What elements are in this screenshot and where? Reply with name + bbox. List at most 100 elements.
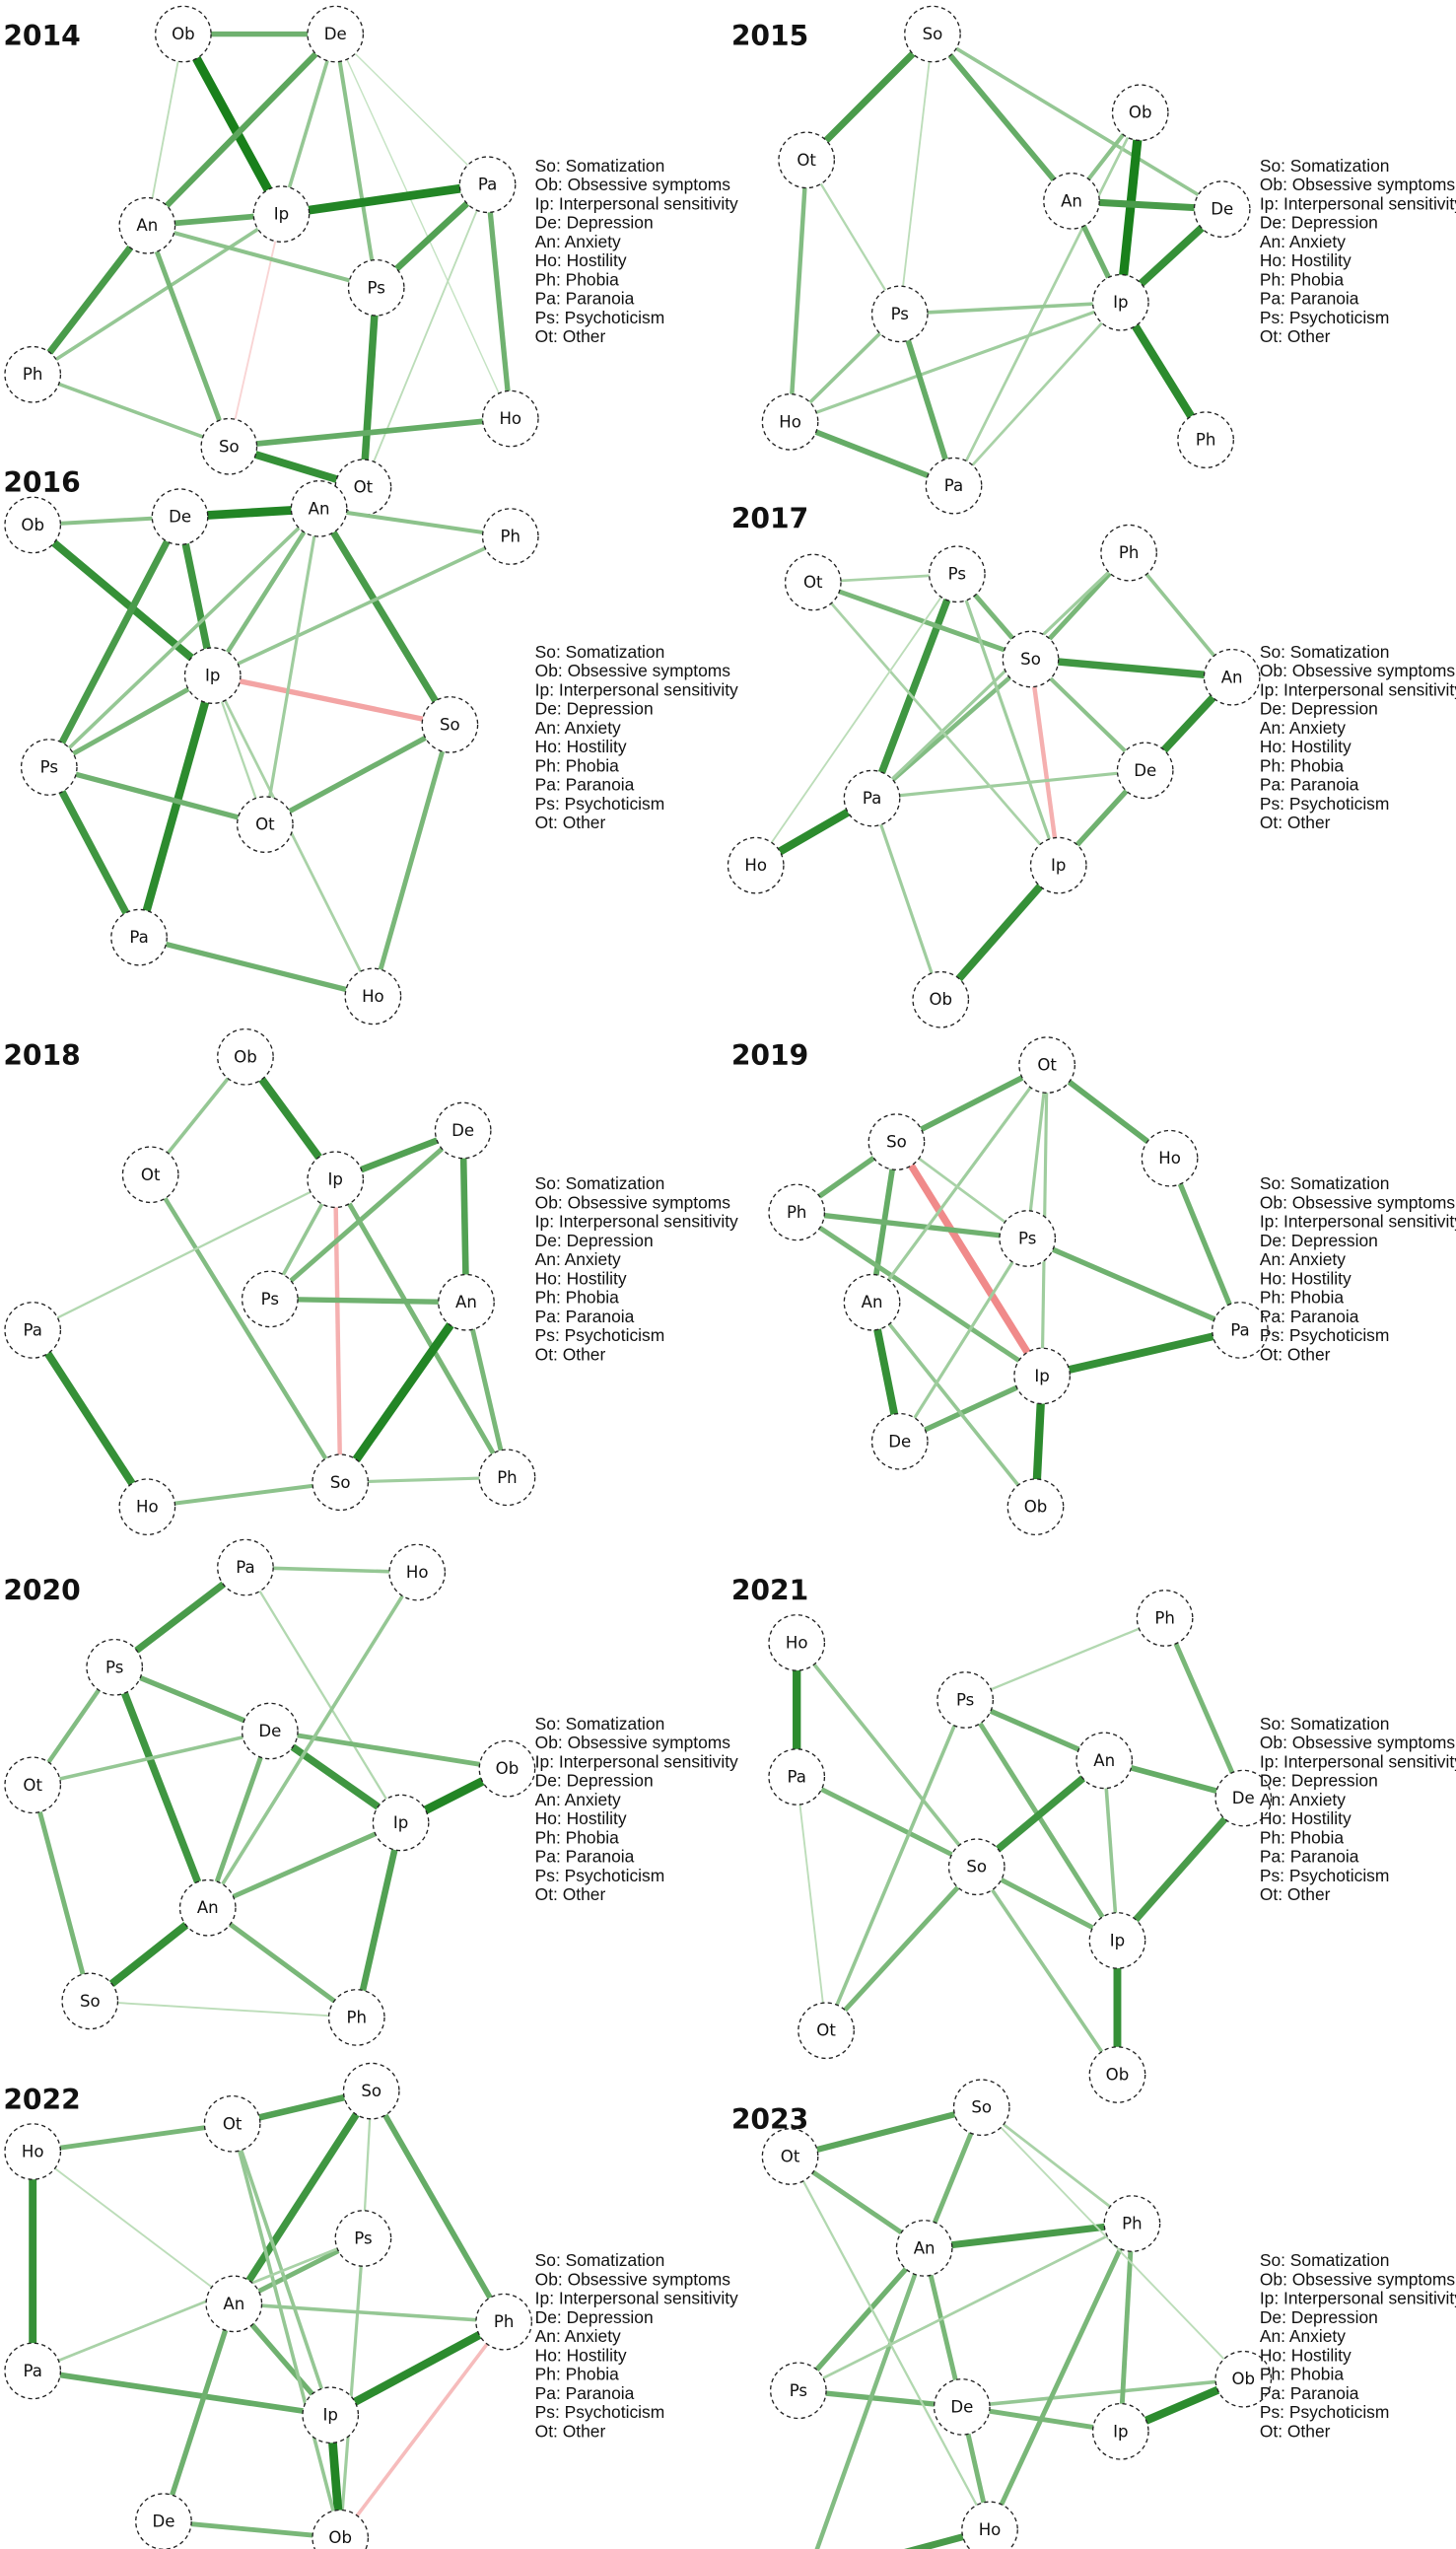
node-circle [952, 2079, 1010, 2137]
edge-ip-ob [937, 863, 1062, 1003]
legend-item: De: Depression [535, 2307, 654, 2327]
legend-item: De: Depression [1260, 1231, 1378, 1250]
node-label: Ho [786, 1633, 808, 1652]
node-circle [236, 796, 294, 853]
legend-item: Ot: Other [1260, 1884, 1331, 1904]
edge-ps-ot [824, 1699, 967, 2031]
node-label: Ps [956, 1690, 974, 1709]
legend-item: An: Anxiety [1260, 2326, 1346, 2346]
node-label: An [197, 1898, 219, 1917]
edge-ph-ip [328, 2317, 507, 2419]
edge-pa-de [871, 768, 1145, 801]
node-ob: Ob [1111, 84, 1169, 142]
edges [30, 31, 514, 492]
node-ph: Ph [1136, 1590, 1194, 1647]
legend-item: De: Depression [535, 213, 654, 233]
edge-ot-de [32, 1729, 271, 1788]
edges [30, 504, 512, 999]
node-de: De [870, 1412, 929, 1470]
legend-item: Ip: Interpersonal sensitivity [535, 2289, 738, 2308]
node-ot: Ot [334, 459, 392, 517]
node-circle [4, 2123, 62, 2180]
legend-item: So: Somatization [535, 1714, 665, 1734]
node-de: De [151, 488, 209, 546]
node-ph: Ph [1100, 524, 1157, 582]
legend-item: Ot: Other [1260, 326, 1331, 346]
node-label: Ph [1154, 1609, 1175, 1628]
node-de: De [307, 5, 365, 63]
node-circle [347, 258, 405, 317]
legend-item: Ph: Phobia [1260, 755, 1344, 775]
edge-ph-ob [338, 2320, 506, 2539]
legend-item: An: Anxiety [1260, 1790, 1346, 1809]
legend-item: Ot: Other [1260, 2421, 1331, 2441]
edge-so-ph [369, 2089, 507, 2324]
node-circle [4, 1302, 62, 1359]
network-panel-2019: 2019 Ot So Ph Ho Ps An Pa Ip De Ob So: Somatization… [731, 1036, 1456, 1536]
node-circle [904, 5, 961, 63]
node-circle [434, 1101, 492, 1160]
node-so: So [61, 1972, 119, 2030]
node-label: An [223, 2295, 244, 2313]
edge-de-ip [1114, 1796, 1246, 1944]
node-so: So [952, 2079, 1010, 2137]
node-circle [1018, 1036, 1075, 1094]
edge-de-ob [269, 1729, 508, 1772]
legend-item: So: Somatization [1260, 2250, 1390, 2270]
node-ob: Ob [478, 1739, 536, 1798]
node-an: An [895, 2220, 953, 2277]
legend-item: Ip: Interpersonal sensitivity [535, 679, 738, 699]
edge-ps-pa [45, 765, 143, 940]
edge-pa-ps [32, 2236, 364, 2372]
node-ip: Ip [252, 185, 311, 243]
edge-ho-an [32, 2151, 235, 2305]
nodes: Pa Ho Ps De Ob Ot Ip An So Ph [4, 1538, 536, 2046]
edge-ps-ip [955, 573, 1061, 867]
node-circle [342, 2062, 400, 2120]
node-circle [307, 5, 365, 63]
node-label: Ip [1051, 856, 1066, 875]
network-panel-2018: 2018 Ob De Ot Ip Ps An Pa Ho So Ph So: Somatization… [3, 1027, 738, 1536]
node-label: Ob [1024, 1498, 1048, 1517]
edge-ip-ph [333, 1178, 510, 1479]
node-circle [334, 2210, 392, 2267]
node-circle [478, 1449, 536, 1507]
edge-an-ph [924, 2220, 1133, 2252]
node-ps: Ps [241, 1270, 299, 1328]
node-circle [1214, 2350, 1273, 2408]
edge-ip-ph [353, 1821, 404, 2018]
network-panel-2022: 2022 Ho Ot So Ps An Ph Pa Ip De Ob So: Somatization… [3, 2062, 738, 2549]
edge-ot-ps [805, 159, 901, 315]
legend-item: Ps: Psychoticism [535, 1866, 665, 1885]
edge-ph-pa [870, 551, 1131, 800]
node-circle [438, 1273, 495, 1331]
node-circle [1193, 180, 1251, 239]
node-ip: Ip [1029, 836, 1087, 894]
edge-ip-pa [280, 179, 489, 219]
node-circle [86, 1638, 144, 1696]
node-ob: Ob [912, 970, 970, 1028]
edge-ot-so [263, 722, 451, 827]
legend-item: Pa: Paranoia [1260, 1847, 1359, 1867]
node-circle [183, 647, 242, 704]
node-ps: Ps [86, 1638, 144, 1696]
edge-so-ip [893, 1140, 1046, 1379]
legend-item: Ps: Psychoticism [1260, 1866, 1390, 1885]
legend-item: So: Somatization [1260, 642, 1390, 662]
node-ip: Ip [1088, 1912, 1146, 1969]
node-circle [481, 389, 539, 448]
legend-item: Ip: Interpersonal sensitivity [1260, 2289, 1456, 2308]
node-label: An [136, 216, 158, 235]
node-label: Ob [328, 2528, 352, 2547]
legend-item: De: Depression [1260, 1771, 1378, 1791]
node-circle [481, 508, 539, 565]
node-label: De [152, 2513, 174, 2531]
edge-an-ip [206, 1820, 402, 1910]
node-ip: Ip [1091, 2402, 1149, 2460]
year-label: 2018 [3, 1039, 81, 1072]
nodes: Ot So Ph Ho Ps An Pa Ip De Ob [768, 1036, 1269, 1536]
node-pa: Pa [217, 1538, 274, 1596]
node-ot: Ot [203, 2094, 261, 2153]
